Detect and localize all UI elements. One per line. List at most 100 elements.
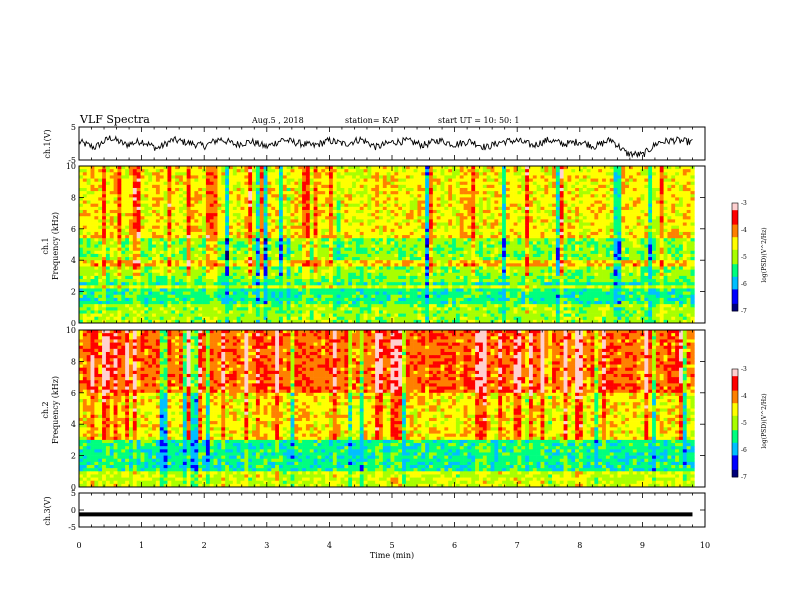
ch1-spectrogram-cell [402, 213, 407, 217]
ch1-spectrogram-cell [378, 231, 384, 236]
ch1-spectrogram-cell [617, 225, 622, 230]
ch1-spectrogram-cell [271, 178, 276, 182]
ch1-spectrogram-cell [90, 178, 95, 182]
ch1-spectrogram-cell [371, 206, 376, 211]
ch1-spectrogram-cell [582, 219, 587, 223]
ch1-spectrogram-cell [175, 253, 180, 258]
ch1-spectrogram-cell [105, 253, 111, 258]
ch1-spectrogram-cell [148, 260, 153, 264]
ch1-spectrogram-cell [513, 203, 518, 208]
ch1-spectrogram-cell [413, 191, 418, 195]
ch1-spectrogram-cell [586, 228, 591, 233]
ch1-spectrogram-cell [367, 222, 372, 226]
ch1-spectrogram-cell [86, 238, 91, 242]
ch1-spectrogram-cell [98, 206, 103, 211]
ch1-spectrogram-cell [482, 172, 487, 176]
ch1-spectrogram-cell [502, 191, 507, 195]
ch1-spectrogram-cell [244, 247, 249, 252]
ch1-spectrogram-cell [79, 203, 84, 208]
ch1-spectrogram-cell [290, 257, 295, 261]
ch1-spectrogram-cell [232, 216, 237, 220]
ch1-spectrogram-cell [640, 228, 645, 233]
ch1-spectrogram-cell [678, 187, 684, 192]
ch1-spectrogram-cell [255, 244, 261, 248]
ch1-spectrogram-cell [448, 241, 453, 245]
ch1-spectrogram-cell [317, 250, 322, 255]
ch1-spectrogram-cell [167, 194, 172, 198]
ch1-spectrogram-cell [402, 241, 407, 245]
ch1-spectrogram-cell [105, 175, 111, 179]
ch1-spectrogram-cell [382, 219, 387, 223]
ch1-spectrogram-cell [344, 260, 349, 264]
ch1-spectrogram-cell [298, 175, 303, 179]
ch1-spectrogram-cell [571, 187, 576, 192]
ch1-spectrogram-cell [202, 260, 207, 264]
ch1-spectrogram-cell [205, 216, 211, 220]
ch1-spectrogram-cell [448, 197, 453, 201]
ch1-spectrogram-cell [152, 187, 157, 192]
ch1-spectrogram-cell [378, 181, 384, 186]
ch1-spectrogram-cell [609, 244, 614, 248]
ch1-spectrogram-cell [102, 209, 107, 214]
ch1-spectrogram-cell [340, 166, 345, 170]
ch1-spectrogram-cell [467, 206, 472, 211]
ch1-spectrogram-cell [294, 209, 299, 214]
ch1-spectrogram-cell [325, 200, 330, 204]
ch1-spectrogram-cell [686, 191, 691, 195]
ch1-spectrogram-cell [109, 238, 114, 242]
ch1-spectrogram-cell [444, 219, 449, 223]
ch1-spectrogram-cell [213, 222, 218, 226]
ch1-spectrogram-cell [540, 216, 545, 220]
ch1-spectrogram-cell [198, 206, 203, 211]
ch1-spectrogram-cell [198, 178, 203, 182]
ch1-spectrogram-cell [390, 181, 395, 186]
ch1-spectrogram-cell [586, 206, 591, 211]
ch1-spectrogram-cell [125, 175, 130, 179]
ch1-spectrogram-cell [102, 241, 107, 245]
ch1-spectrogram-cell [375, 253, 380, 258]
ch1-spectrogram-cell [382, 169, 387, 173]
ch1-spectrogram-cell [652, 200, 657, 204]
ch1-spectrogram-cell [382, 187, 387, 192]
ch1-spectrogram-cell [690, 253, 695, 258]
ch1-spectrogram-cell [321, 203, 326, 208]
ch1-spectrogram-cell [621, 203, 626, 208]
ch1-spectrogram-cell [232, 247, 237, 252]
ch1-spectrogram-cell [559, 197, 564, 201]
ch1-spectrogram-cell [317, 260, 322, 264]
ch1-spectrogram-cell [129, 187, 134, 192]
ch1-spectrogram-cell [648, 169, 653, 173]
ch1-spectrogram-cell [663, 222, 668, 226]
ch1-spectrogram-cell [98, 250, 103, 255]
ch1-spectrogram-cell [140, 216, 145, 220]
ch1-spectrogram-cell [625, 213, 630, 217]
ch1-spectrogram-cell [686, 206, 691, 211]
ch1-spectrogram-cell [163, 253, 168, 258]
ch1-spectrogram-cell [298, 184, 303, 189]
ch1-spectrogram-cell [278, 241, 284, 245]
ch1-spectrogram-cell [363, 169, 368, 173]
ch1-spectrogram-cell [640, 181, 645, 186]
ch1-spectrogram-cell [259, 222, 264, 226]
ch1-spectrogram-cell [363, 231, 368, 236]
ch1-spectrogram-cell [352, 250, 357, 255]
ch1-spectrogram-cell [517, 200, 522, 204]
ch1-spectrogram-cell [555, 250, 561, 255]
ch1-spectrogram-cell [482, 175, 487, 179]
ch1-spectrogram-cell [359, 203, 364, 208]
ch1-spectrogram-cell [90, 257, 95, 261]
ch1-spectrogram-cell [348, 181, 353, 186]
ch1-spectrogram-cell [548, 216, 553, 220]
ch1-spectrogram-cell [521, 209, 526, 214]
ch1-spectrogram-cell [478, 216, 484, 220]
ch1-spectrogram-cell [621, 219, 626, 223]
ch1-spectrogram-cell [186, 203, 191, 208]
ch1-spectrogram-cell [290, 244, 295, 248]
ch1-spectrogram-cell [228, 222, 234, 226]
ch1-spectrogram-cell [436, 194, 441, 198]
ch1-spectrogram-cell [236, 166, 241, 170]
ch1-spectrogram-cell [171, 241, 176, 245]
ch1-spectrogram-cell [282, 219, 287, 223]
ch1-spectrogram-cell [129, 191, 134, 195]
ch1-spectrogram-cell [109, 206, 114, 211]
